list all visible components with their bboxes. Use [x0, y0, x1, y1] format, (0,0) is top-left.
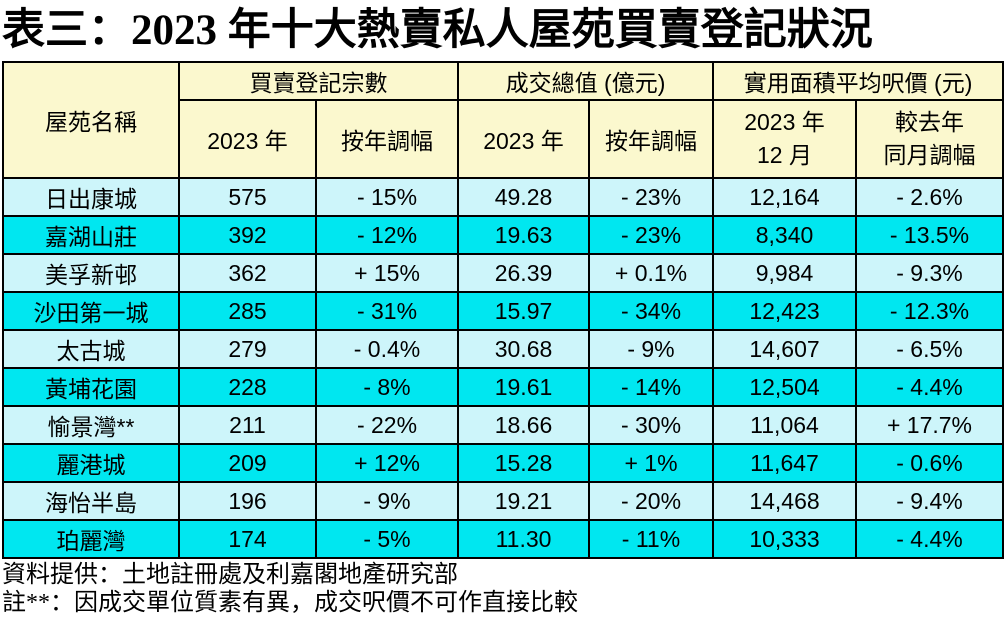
psf-yoy-cell: - 2.6% — [855, 177, 1004, 217]
comparison-note: 註**：因成交單位質素有異，成交呎價不可作直接比較 — [2, 590, 578, 616]
registrations-yoy-cell: - 22% — [315, 405, 459, 445]
psf-dec-cell: 11,647 — [712, 443, 857, 483]
registrations-2023-cell: 209 — [178, 443, 317, 483]
estates-table: 屋苑名稱 買賣登記宗數 成交總值 (億元) 實用面積平均呎價 (元) 2023 … — [2, 61, 1004, 559]
table-row: 嘉湖山莊 392 - 12% 19.63 - 23% 8,340 - 13.5% — [2, 215, 1004, 255]
subheader-value-yoy: 按年調幅 — [588, 99, 714, 179]
registrations-2023-cell: 211 — [178, 405, 317, 445]
subheader-value-2023: 2023 年 — [457, 99, 590, 179]
estate-cell: 日出康城 — [2, 177, 180, 217]
registrations-yoy-cell: + 15% — [315, 253, 459, 293]
table-row: 海怡半島 196 - 9% 19.21 - 20% 14,468 - 9.4% — [2, 481, 1004, 521]
registrations-2023-cell: 575 — [178, 177, 317, 217]
table-row: 日出康城 575 - 15% 49.28 - 23% 12,164 - 2.6% — [2, 177, 1004, 217]
value-2023-cell: 26.39 — [457, 253, 590, 293]
value-yoy-cell: + 1% — [588, 443, 714, 483]
page-title: 表三：2023 年十大熱賣私人屋苑買賣登記狀況 — [2, 7, 873, 54]
subheader-psf-dec-2023: 2023 年 12 月 — [712, 99, 857, 179]
source-note: 資料提供：土地註冊處及利嘉閣地產研究部 — [2, 562, 458, 588]
psf-dec-cell: 11,064 — [712, 405, 857, 445]
registrations-2023-cell: 174 — [178, 519, 317, 559]
estate-cell: 麗港城 — [2, 443, 180, 483]
psf-dec-cell: 14,468 — [712, 481, 857, 521]
estate-column-header: 屋苑名稱 — [2, 61, 180, 179]
psf-dec-cell: 14,607 — [712, 329, 857, 369]
value-yoy-cell: - 34% — [588, 291, 714, 331]
registrations-yoy-cell: - 8% — [315, 367, 459, 407]
registrations-yoy-cell: - 9% — [315, 481, 459, 521]
value-yoy-cell: - 23% — [588, 215, 714, 255]
psf-dec-cell: 8,340 — [712, 215, 857, 255]
value-2023-cell: 30.68 — [457, 329, 590, 369]
psf-yoy-cell: - 4.4% — [855, 367, 1004, 407]
value-yoy-cell: - 20% — [588, 481, 714, 521]
value-yoy-cell: - 9% — [588, 329, 714, 369]
estate-cell: 嘉湖山莊 — [2, 215, 180, 255]
registrations-2023-cell: 228 — [178, 367, 317, 407]
estate-cell: 太古城 — [2, 329, 180, 369]
registrations-2023-cell: 392 — [178, 215, 317, 255]
value-2023-cell: 19.61 — [457, 367, 590, 407]
psf-yoy-cell: - 13.5% — [855, 215, 1004, 255]
table-row: 珀麗灣 174 - 5% 11.30 - 11% 10,333 - 4.4% — [2, 519, 1004, 559]
psf-yoy-cell: - 9.3% — [855, 253, 1004, 293]
registrations-2023-cell: 362 — [178, 253, 317, 293]
value-2023-cell: 15.97 — [457, 291, 590, 331]
value-yoy-cell: - 14% — [588, 367, 714, 407]
table-row: 太古城 279 - 0.4% 30.68 - 9% 14,607 - 6.5% — [2, 329, 1004, 369]
estate-cell: 珀麗灣 — [2, 519, 180, 559]
psf-yoy-cell: - 0.6% — [855, 443, 1004, 483]
psf-dec-cell: 10,333 — [712, 519, 857, 559]
registrations-yoy-cell: - 12% — [315, 215, 459, 255]
psf-dec-cell: 9,984 — [712, 253, 857, 293]
estate-cell: 美孚新邨 — [2, 253, 180, 293]
registrations-yoy-cell: - 5% — [315, 519, 459, 559]
group-header-registrations: 買賣登記宗數 — [178, 61, 459, 101]
registrations-yoy-cell: - 0.4% — [315, 329, 459, 369]
table-row: 愉景灣** 211 - 22% 18.66 - 30% 11,064 + 17.… — [2, 405, 1004, 445]
table-row: 沙田第一城 285 - 31% 15.97 - 34% 12,423 - 12.… — [2, 291, 1004, 331]
value-2023-cell: 15.28 — [457, 443, 590, 483]
registrations-yoy-cell: + 12% — [315, 443, 459, 483]
estate-cell: 海怡半島 — [2, 481, 180, 521]
value-yoy-cell: - 23% — [588, 177, 714, 217]
registrations-2023-cell: 196 — [178, 481, 317, 521]
table-row: 美孚新邨 362 + 15% 26.39 + 0.1% 9,984 - 9.3% — [2, 253, 1004, 293]
psf-yoy-cell: + 17.7% — [855, 405, 1004, 445]
value-2023-cell: 11.30 — [457, 519, 590, 559]
value-2023-cell: 18.66 — [457, 405, 590, 445]
group-header-row: 屋苑名稱 買賣登記宗數 成交總值 (億元) 實用面積平均呎價 (元) — [2, 61, 1004, 179]
psf-dec-cell: 12,504 — [712, 367, 857, 407]
psf-yoy-cell: - 6.5% — [855, 329, 1004, 369]
table-body: 日出康城 575 - 15% 49.28 - 23% 12,164 - 2.6%… — [2, 177, 1004, 559]
psf-yoy-cell: - 9.4% — [855, 481, 1004, 521]
registrations-yoy-cell: - 15% — [315, 177, 459, 217]
registrations-2023-cell: 285 — [178, 291, 317, 331]
value-2023-cell: 49.28 — [457, 177, 590, 217]
group-header-psf-price: 實用面積平均呎價 (元) — [712, 61, 1004, 101]
group-header-total-value: 成交總值 (億元) — [457, 61, 714, 101]
psf-yoy-cell: - 12.3% — [855, 291, 1004, 331]
psf-dec-cell: 12,164 — [712, 177, 857, 217]
estate-cell: 沙田第一城 — [2, 291, 180, 331]
subheader-registrations-yoy: 按年調幅 — [315, 99, 459, 179]
table-row: 黃埔花園 228 - 8% 19.61 - 14% 12,504 - 4.4% — [2, 367, 1004, 407]
footer: 資料提供：土地註冊處及利嘉閣地產研究部 註**：因成交單位質素有異，成交呎價不可… — [0, 561, 1006, 617]
value-yoy-cell: - 11% — [588, 519, 714, 559]
psf-dec-cell: 12,423 — [712, 291, 857, 331]
value-2023-cell: 19.21 — [457, 481, 590, 521]
table-header: 屋苑名稱 買賣登記宗數 成交總值 (億元) 實用面積平均呎價 (元) 2023 … — [2, 61, 1004, 179]
psf-yoy-cell: - 4.4% — [855, 519, 1004, 559]
table-row: 麗港城 209 + 12% 15.28 + 1% 11,647 - 0.6% — [2, 443, 1004, 483]
value-yoy-cell: + 0.1% — [588, 253, 714, 293]
value-2023-cell: 19.63 — [457, 215, 590, 255]
estate-cell: 黃埔花園 — [2, 367, 180, 407]
estate-cell: 愉景灣** — [2, 405, 180, 445]
subheader-psf-yoy: 較去年 同月調幅 — [855, 99, 1004, 179]
registrations-yoy-cell: - 31% — [315, 291, 459, 331]
sub-header-row: 2023 年 按年調幅 2023 年 按年調幅 2023 年 12 月 較去年 … — [3, 99, 1004, 179]
subheader-registrations-2023: 2023 年 — [178, 99, 317, 179]
value-yoy-cell: - 30% — [588, 405, 714, 445]
registrations-2023-cell: 279 — [178, 329, 317, 369]
